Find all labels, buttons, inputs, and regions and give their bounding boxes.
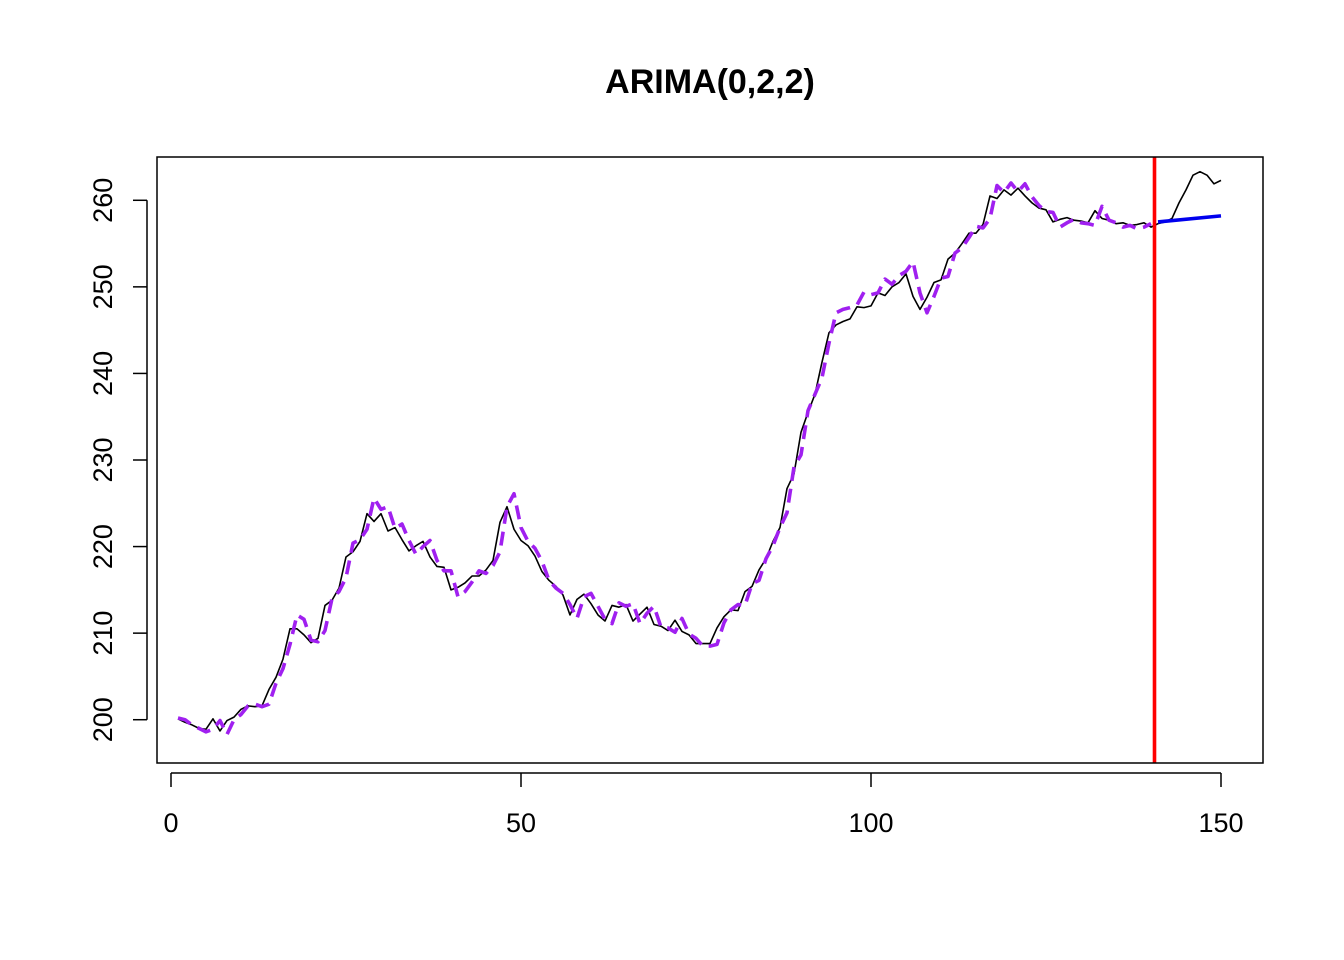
chart-title: ARIMA(0,2,2) bbox=[605, 63, 815, 101]
y-tick-label: 260 bbox=[88, 178, 118, 223]
y-tick-label: 200 bbox=[88, 697, 118, 742]
y-tick-label: 240 bbox=[88, 351, 118, 396]
fitted-series-line bbox=[177, 181, 1152, 737]
plot-frame bbox=[156, 156, 1264, 764]
y-tick-label: 230 bbox=[88, 437, 118, 482]
x-tick-label: 50 bbox=[506, 808, 536, 838]
x-tick-label: 100 bbox=[848, 808, 893, 838]
y-tick-label: 210 bbox=[88, 611, 118, 656]
y-tick-label: 220 bbox=[88, 524, 118, 569]
x-axis: 0 50 100 150 bbox=[163, 772, 1244, 838]
y-tick-label: 250 bbox=[88, 264, 118, 309]
y-axis: 200 210 220 230 240 250 260 bbox=[88, 178, 148, 742]
x-tick-label: 150 bbox=[1198, 808, 1243, 838]
plot-area bbox=[177, 157, 1222, 763]
forecast-series-line bbox=[1157, 214, 1222, 224]
observed-series-line bbox=[177, 170, 1222, 732]
x-tick-label: 0 bbox=[163, 808, 178, 838]
